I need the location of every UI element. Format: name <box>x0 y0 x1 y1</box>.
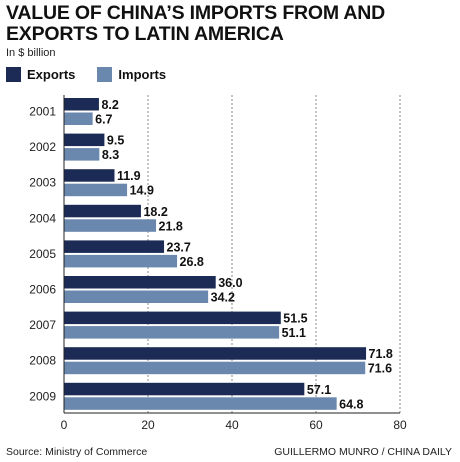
import-value-label: 26.8 <box>180 255 204 269</box>
legend-swatch-exports <box>6 67 21 82</box>
import-value-label: 14.9 <box>130 184 154 198</box>
y-category-label: 2004 <box>29 211 56 225</box>
y-category-label: 2001 <box>29 105 56 119</box>
y-category-label: 2008 <box>29 354 56 368</box>
import-bar <box>64 326 280 339</box>
export-bar <box>64 240 165 253</box>
import-value-label: 6.7 <box>95 113 112 127</box>
export-value-label: 23.7 <box>167 240 191 254</box>
unit-label: In $ billion <box>6 47 56 59</box>
import-bar <box>64 397 337 410</box>
import-value-label: 51.1 <box>282 326 306 340</box>
export-value-label: 71.8 <box>369 347 393 361</box>
legend-label-exports: Exports <box>27 67 76 82</box>
y-category-label: 2003 <box>29 176 56 190</box>
legend-swatch-imports <box>97 67 113 82</box>
import-value-label: 34.2 <box>211 291 235 305</box>
import-value-label: 8.3 <box>102 148 119 162</box>
import-value-label: 71.6 <box>368 362 392 376</box>
export-bar <box>64 98 99 111</box>
export-value-label: 51.5 <box>283 312 307 326</box>
import-bar <box>64 148 100 161</box>
export-bar <box>64 382 305 396</box>
y-category-label: 2002 <box>29 140 56 154</box>
export-value-label: 11.9 <box>117 169 141 183</box>
export-value-label: 9.5 <box>107 134 124 148</box>
export-value-label: 8.2 <box>101 98 118 112</box>
legend-item-imports: Imports <box>97 67 166 82</box>
import-bar <box>64 183 128 197</box>
source-note: Source: Ministry of Commerce <box>6 446 148 458</box>
chart-title: VALUE OF CHINA’S IMPORTS FROM AND EXPORT… <box>6 2 386 45</box>
export-bar <box>64 347 367 360</box>
import-bar <box>64 254 178 268</box>
export-value-label: 57.1 <box>307 383 331 397</box>
x-tick-label: 80 <box>393 418 407 432</box>
import-bar <box>64 112 93 125</box>
import-bar <box>64 290 209 303</box>
import-bar <box>64 361 366 375</box>
export-value-label: 36.0 <box>218 276 242 290</box>
y-category-label: 2009 <box>29 389 56 403</box>
export-value-label: 18.2 <box>143 205 167 219</box>
y-category-label: 2005 <box>29 247 56 261</box>
legend: Exports Imports <box>6 67 188 82</box>
export-bar <box>64 133 105 147</box>
x-tick-label: 60 <box>309 418 323 432</box>
y-category-label: 2006 <box>29 283 56 297</box>
import-value-label: 21.8 <box>159 219 183 233</box>
export-bar <box>64 204 141 218</box>
legend-item-exports: Exports <box>6 67 75 82</box>
x-tick-label: 40 <box>225 418 239 432</box>
x-tick-label: 20 <box>141 418 155 432</box>
credit-note: GUILLERMO MUNRO / CHINA DAILY <box>274 446 452 458</box>
export-bar <box>64 311 281 325</box>
import-bar <box>64 219 157 232</box>
export-bar <box>64 276 216 289</box>
x-tick-label: 0 <box>61 418 68 432</box>
y-category-label: 2007 <box>29 318 56 332</box>
import-value-label: 64.8 <box>339 397 363 411</box>
export-bar <box>64 169 115 182</box>
legend-label-imports: Imports <box>118 67 167 82</box>
